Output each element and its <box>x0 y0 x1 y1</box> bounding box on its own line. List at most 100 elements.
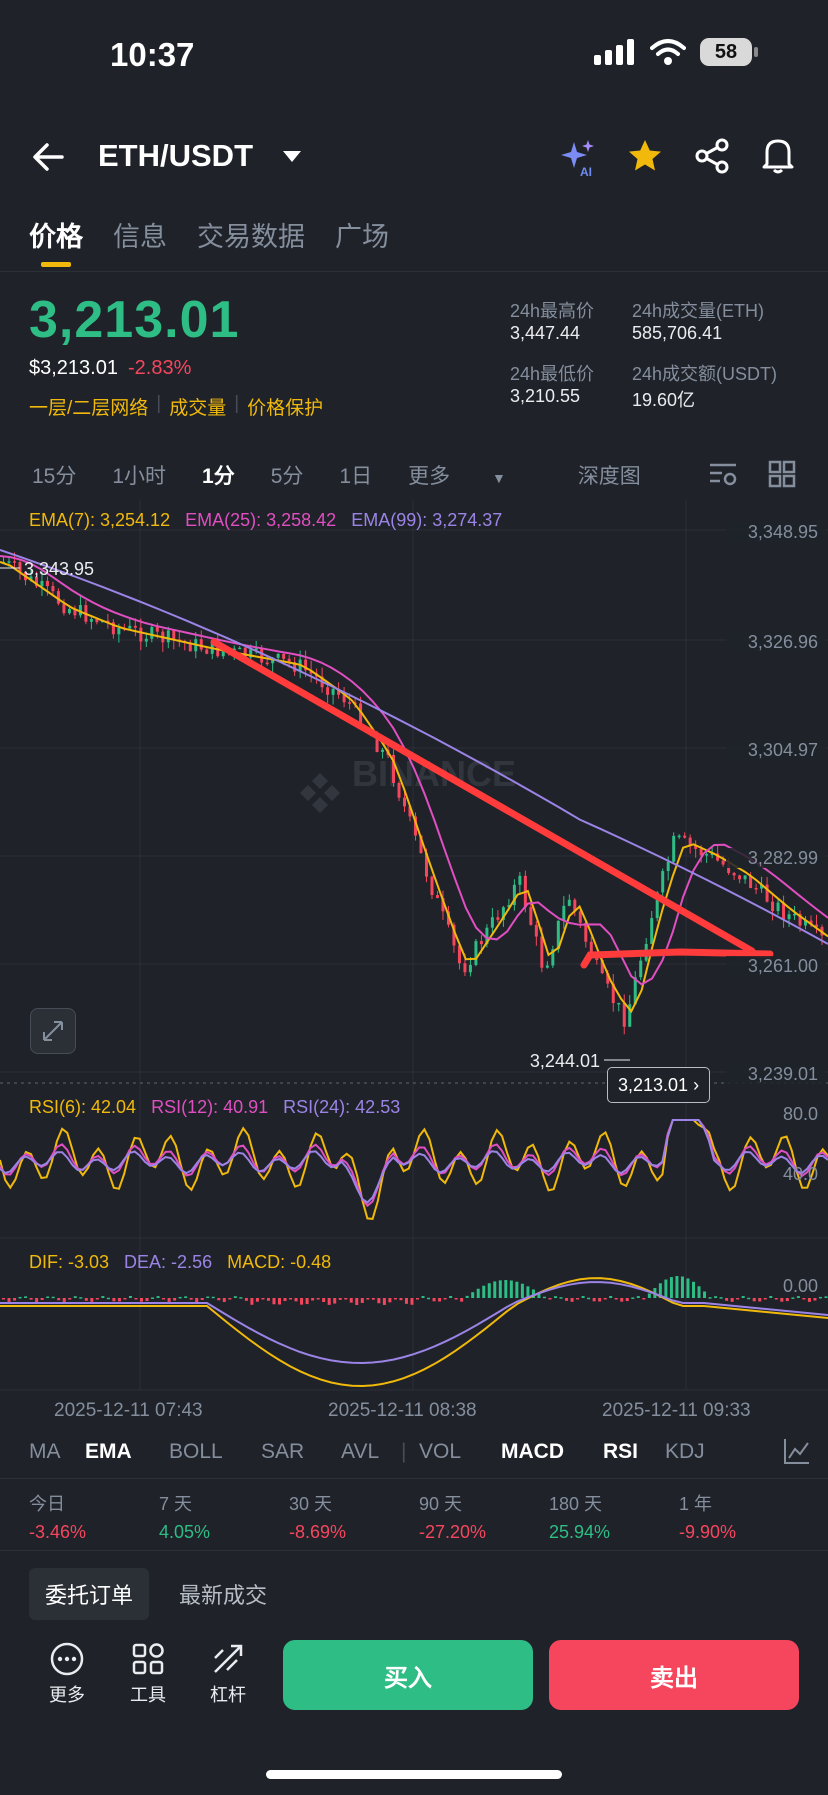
trendline-drawings[interactable] <box>210 638 774 969</box>
bell-icon[interactable] <box>761 136 795 174</box>
depth-chart-tab[interactable]: 深度图 <box>577 465 641 488</box>
grid-layout-icon[interactable] <box>768 460 796 488</box>
macd-bar <box>824 1296 828 1298</box>
macd-bar <box>278 1298 281 1305</box>
indicator-settings-icon[interactable] <box>782 1436 812 1466</box>
macd-bar <box>421 1296 425 1298</box>
macd-bar <box>675 1276 679 1298</box>
candle-body <box>611 983 615 1004</box>
tab-trade-data[interactable]: 交易数据 <box>197 222 305 252</box>
candle-body <box>95 618 99 623</box>
candle-body <box>397 782 401 798</box>
macd-bar <box>714 1296 718 1298</box>
candle-body <box>150 626 154 639</box>
macd-bar <box>460 1298 464 1302</box>
buy-button[interactable]: 买入 <box>283 1640 533 1710</box>
ind-tab-vol[interactable]: VOL <box>419 1440 462 1463</box>
macd-bar <box>233 1296 237 1298</box>
tag-volume[interactable]: 成交量 <box>169 398 227 419</box>
leverage-button[interactable]: 杠杆 <box>198 1642 258 1707</box>
macd-bar <box>680 1276 684 1298</box>
candle-body <box>276 653 280 658</box>
ind-tab-kdj[interactable]: KDJ <box>665 1440 705 1463</box>
more-button[interactable]: 更多 <box>37 1642 97 1707</box>
candle-body <box>430 876 434 896</box>
tools-label: 工具 <box>130 1685 166 1705</box>
ind-tab-avl[interactable]: AVL <box>341 1440 380 1463</box>
macd-bar <box>780 1298 784 1302</box>
tab-info[interactable]: 信息 <box>113 222 167 252</box>
interval-1h[interactable]: 1小时 <box>112 465 167 488</box>
ind-tab-ma[interactable]: MA <box>29 1440 61 1463</box>
current-price-tag[interactable]: 3,213.01 › <box>607 1067 711 1103</box>
interval-1d[interactable]: 1日 <box>339 465 373 488</box>
ind-tab-rsi[interactable]: RSI <box>603 1440 639 1463</box>
sell-button[interactable]: 卖出 <box>549 1640 799 1710</box>
candle-body <box>809 920 813 925</box>
macd-bar <box>725 1298 729 1301</box>
status-time: 10:37 <box>110 36 195 73</box>
macd-bar <box>531 1289 535 1298</box>
share-icon[interactable] <box>694 138 730 174</box>
candle-body <box>716 853 720 861</box>
macd-bar <box>90 1298 94 1302</box>
macd-bar <box>393 1298 397 1300</box>
candle-body <box>260 648 264 663</box>
tab-square[interactable]: 广场 <box>335 222 389 252</box>
macd-bar <box>134 1298 138 1300</box>
interval-15m[interactable]: 15分 <box>32 465 77 488</box>
ind-tab-macd[interactable]: MACD <box>501 1440 564 1463</box>
interval-1m[interactable]: 1分 <box>202 465 235 488</box>
tag-links: 一层/二层网络 | 成交量 | 价格保护 <box>29 393 324 419</box>
candle-body <box>529 907 533 925</box>
tab-recent-trades[interactable]: 最新成交 <box>179 1583 268 1608</box>
candle-body <box>595 957 599 961</box>
usd-price-value: $3,213.01 <box>29 357 118 379</box>
ind-tab-sar[interactable]: SAR <box>261 1440 305 1463</box>
rsi6-line <box>0 1119 828 1220</box>
candle-body <box>359 703 363 729</box>
watermark-text: BINANCE <box>352 753 516 794</box>
ind-tab-ema[interactable]: EMA <box>85 1440 132 1463</box>
macd-bar <box>443 1298 447 1300</box>
macd-bar <box>669 1277 673 1298</box>
tab-price[interactable]: 价格 <box>29 222 83 252</box>
candle-body <box>67 609 71 614</box>
candle-body <box>705 854 709 856</box>
candle-body <box>12 561 16 563</box>
leverage-label: 杠杆 <box>210 1685 246 1705</box>
candle-body <box>617 1002 621 1005</box>
macd-bar <box>454 1298 458 1300</box>
interval-5m[interactable]: 5分 <box>270 465 304 488</box>
fullscreen-button[interactable] <box>30 1008 76 1054</box>
favorite-star-icon[interactable] <box>626 138 664 174</box>
macd-bar <box>18 1296 22 1299</box>
candle-body <box>265 662 269 665</box>
ind-tab-boll[interactable]: BOLL <box>169 1440 223 1463</box>
battery-icon: 58 <box>700 38 758 66</box>
dif-line <box>0 1277 828 1388</box>
tools-button[interactable]: 工具 <box>118 1642 178 1707</box>
usd-price: $3,213.01 -2.83% <box>29 357 191 380</box>
macd-bar <box>128 1296 132 1298</box>
perf-period: 90 天 -27.20% <box>419 1490 549 1543</box>
chart-settings-icon[interactable] <box>708 460 738 488</box>
macd-bar <box>482 1285 486 1298</box>
macd-bar <box>311 1298 315 1301</box>
pair-title[interactable]: ETH/USDT <box>98 138 253 173</box>
dropdown-caret-icon[interactable] <box>282 150 302 164</box>
macd-bar <box>382 1298 386 1305</box>
tab-open-orders[interactable]: 委托订单 <box>29 1568 150 1620</box>
interval-more[interactable]: 更多 ▼ <box>408 460 542 490</box>
macd-legend: DIF: -3.03 DEA: -2.56 MACD: -0.48 <box>29 1252 331 1273</box>
tag-layer-network[interactable]: 一层/二层网络 <box>29 398 149 419</box>
candle-body <box>457 945 461 964</box>
tag-price-protection[interactable]: 价格保护 <box>247 398 324 419</box>
candle-body <box>655 892 659 919</box>
wifi-icon <box>650 39 686 65</box>
candle-body <box>403 797 407 807</box>
back-arrow-icon[interactable] <box>32 142 64 172</box>
macd-bar <box>526 1286 530 1298</box>
ai-sparkle-icon[interactable]: AI <box>558 138 598 178</box>
price-chart[interactable]: BINANCE 3,348.95 3,326.96 3,304.97 3,282.99… <box>0 500 828 1420</box>
